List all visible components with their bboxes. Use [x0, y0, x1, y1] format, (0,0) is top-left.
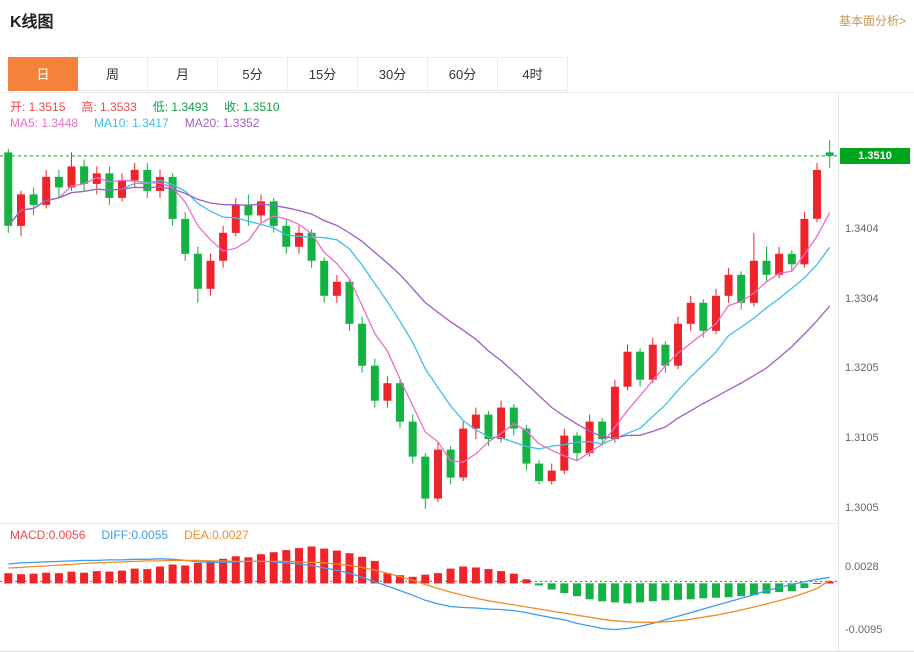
page-title: K线图 [10, 14, 54, 31]
dea-readout: DEA:0.0027 [184, 528, 249, 542]
tab-weekly[interactable]: 周 [78, 57, 148, 91]
price-axis-label: 1.3304 [845, 292, 879, 305]
macd-chart[interactable] [0, 523, 838, 651]
ma5-readout: MA5: 1.3448 [10, 116, 79, 130]
tab-60min[interactable]: 60分 [428, 57, 498, 91]
tab-monthly[interactable]: 月 [148, 57, 218, 91]
candlestick-plot [0, 139, 838, 509]
tab-4hour[interactable]: 4时 [498, 57, 568, 91]
price-axis-label: 1.3005 [845, 502, 879, 515]
price-axis-label: 1.3105 [845, 432, 879, 445]
price-axis-label: 1.3205 [845, 362, 879, 375]
low-readout: 低: 1.3493 [152, 100, 209, 114]
fundamental-analysis-link[interactable]: 基本面分析> [838, 14, 906, 28]
macd-readout: MACD:0.0056 DIFF:0.0055 DEA:0.0027 [10, 528, 249, 542]
macd-axis-label: 0.0028 [845, 561, 879, 574]
macd-readout: MACD:0.0056 [10, 528, 86, 542]
ma20-readout: MA20: 1.3352 [184, 116, 260, 130]
tab-15min[interactable]: 15分 [288, 57, 358, 91]
open-readout: 开: 1.3515 [10, 100, 66, 114]
tab-30min[interactable]: 30分 [358, 57, 428, 91]
timeframe-tabs: 日 周 月 5分 15分 30分 60分 4时 [8, 57, 568, 91]
current-price-tag: 1.3510 [840, 147, 910, 164]
macd-axis-label: -0.0095 [845, 624, 883, 637]
ma10-readout: MA10: 1.3417 [94, 116, 169, 130]
ma-readout: MA5: 1.3448 MA10: 1.3417 MA20: 1.3352 [10, 116, 259, 130]
chart-area: 开: 1.3515 高: 1.3533 低: 1.3493 收: 1.3510 MA5… [0, 92, 914, 652]
price-axis: 1.3404 1.3304 1.3205 1.3105 1.3005 0.0028 -0.0… [838, 93, 914, 651]
diff-readout: DIFF:0.0055 [101, 528, 169, 542]
tab-5min[interactable]: 5分 [218, 57, 288, 91]
candlestick-chart[interactable] [0, 93, 838, 523]
price-axis-label: 1.3404 [845, 223, 879, 236]
close-readout: 收: 1.3510 [224, 100, 280, 114]
tab-daily[interactable]: 日 [8, 57, 78, 91]
ohlc-readout: 开: 1.3515 高: 1.3533 低: 1.3493 收: 1.3510 [10, 98, 280, 115]
high-readout: 高: 1.3533 [81, 100, 137, 114]
macd-plot [0, 546, 838, 631]
